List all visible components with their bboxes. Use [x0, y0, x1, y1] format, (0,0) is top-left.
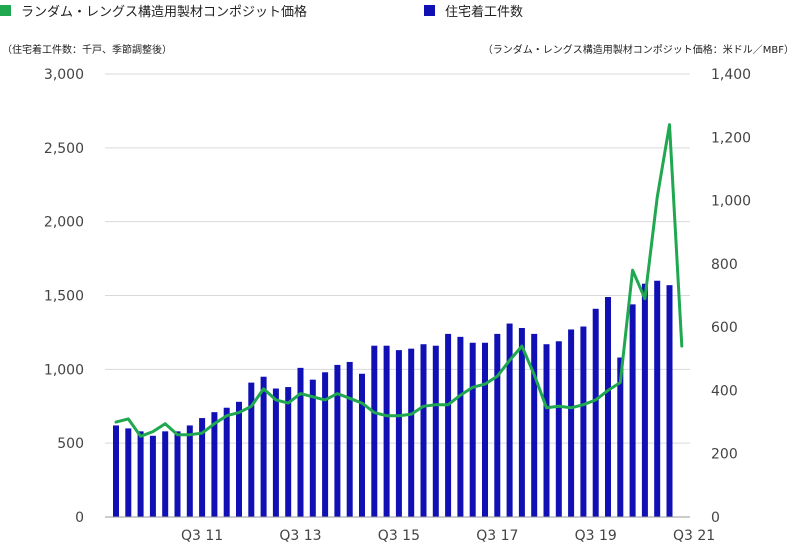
- bar: [432, 345, 439, 517]
- bar: [272, 388, 279, 517]
- right-tick-label: 1,200: [711, 130, 751, 146]
- x-tick-label: Q3 17: [476, 528, 518, 544]
- right-tick-label: 1,400: [711, 67, 751, 83]
- bar: [113, 425, 119, 517]
- left-tick-label: 3,000: [44, 67, 84, 83]
- legend-swatch-price: [0, 5, 11, 16]
- legend-label-starts: 住宅着工件数: [445, 5, 524, 20]
- bar: [457, 336, 464, 517]
- bar: [149, 435, 156, 517]
- legend: ランダム・レングス構造用製材コンポジット価格 住宅着工件数: [0, 0, 798, 20]
- legend-swatch-starts: [424, 5, 435, 16]
- bar: [395, 350, 402, 517]
- bar: [420, 344, 427, 517]
- legend-item-price: ランダム・レングス構造用製材コンポジット価格: [0, 1, 307, 20]
- bar: [506, 323, 513, 517]
- left-axis-title: （住宅着工件数：千戸、季節調整後）: [2, 45, 172, 56]
- bar: [580, 326, 587, 517]
- bar: [334, 364, 341, 517]
- bar: [223, 407, 230, 517]
- bar: [297, 367, 304, 517]
- bar: [186, 425, 193, 517]
- x-tick-label: Q3 21: [673, 528, 715, 544]
- bar: [248, 382, 255, 517]
- left-tick-label: 2,500: [44, 141, 84, 157]
- bar: [137, 431, 144, 517]
- left-tick-label: 2,000: [44, 215, 84, 231]
- right-tick-label: 400: [711, 383, 738, 399]
- legend-label-price: ランダム・レングス構造用製材コンポジット価格: [21, 5, 308, 20]
- x-tick-label: Q3 19: [575, 528, 617, 544]
- bar: [592, 308, 599, 517]
- bar: [285, 387, 292, 517]
- bar: [236, 401, 242, 517]
- right-tick-label: 1,000: [711, 194, 751, 210]
- bar: [408, 348, 415, 517]
- bar: [199, 418, 206, 517]
- bar: [211, 412, 218, 517]
- left-tick-label: 1,500: [44, 289, 84, 305]
- bar: [125, 428, 132, 517]
- legend-item-starts: 住宅着工件数: [424, 1, 523, 20]
- right-tick-label: 200: [711, 447, 738, 463]
- bar: [346, 361, 353, 517]
- x-tick-label: Q3 11: [181, 528, 223, 544]
- bar: [260, 376, 267, 517]
- bar: [641, 283, 648, 517]
- bar: [555, 341, 562, 517]
- bar: [445, 333, 452, 517]
- bar: [617, 357, 624, 517]
- bar: [543, 344, 550, 517]
- right-tick-label: 800: [711, 257, 738, 273]
- bar: [482, 342, 488, 517]
- price-line: [114, 123, 684, 438]
- bar: [605, 296, 611, 517]
- bar: [518, 327, 525, 517]
- bar: [383, 345, 390, 517]
- x-tick-label: Q3 13: [279, 528, 321, 544]
- bar: [371, 345, 378, 517]
- bar: [359, 373, 365, 517]
- bar: [469, 342, 476, 517]
- bar: [494, 333, 501, 517]
- bar: [309, 379, 316, 517]
- right-tick-label: 0: [711, 510, 720, 526]
- bar: [568, 329, 575, 517]
- bar: [531, 333, 538, 517]
- right-tick-label: 600: [711, 320, 738, 336]
- bar: [162, 431, 169, 517]
- left-tick-label: 1,000: [44, 362, 84, 378]
- left-tick-label: 500: [57, 436, 84, 452]
- left-tick-label: 0: [75, 510, 84, 526]
- x-tick-label: Q3 15: [378, 528, 420, 544]
- bar: [629, 304, 636, 517]
- right-axis-title: （ランダム・レングス構造用製材コンポジット価格：米ドル／MBF）: [482, 45, 794, 56]
- bar: [322, 372, 329, 517]
- bar: [174, 431, 181, 517]
- bar: [666, 285, 673, 517]
- bar: [654, 280, 661, 517]
